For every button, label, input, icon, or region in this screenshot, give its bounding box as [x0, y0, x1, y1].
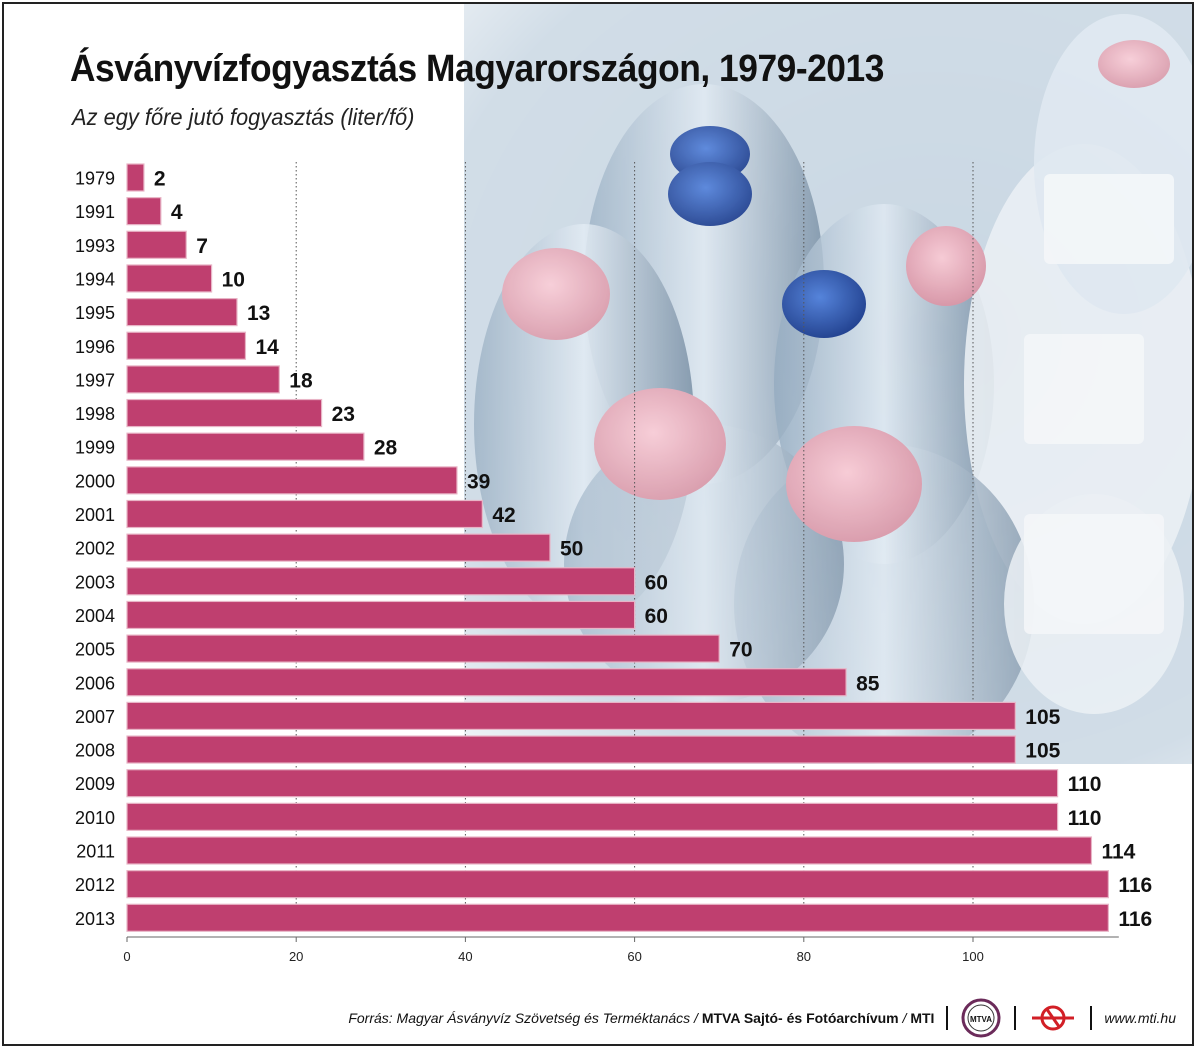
- source-mti: MTI: [910, 1010, 935, 1026]
- value-label: 23: [332, 403, 355, 426]
- chart-subtitle: Az egy főre jutó fogyasztás (liter/fő): [72, 104, 415, 130]
- y-tick-label: 1979: [75, 169, 115, 189]
- y-tick-label: 1998: [75, 404, 115, 424]
- y-tick-label: 1996: [75, 337, 115, 357]
- source-archive: MTVA Sajtó- és Fotóarchívum: [701, 1010, 899, 1026]
- value-label: 39: [467, 470, 490, 493]
- y-tick-label: 1991: [75, 202, 115, 222]
- value-label: 116: [1118, 874, 1152, 897]
- bar: [126, 432, 365, 461]
- value-label: 28: [374, 437, 398, 460]
- bar: [126, 499, 483, 529]
- y-tick-label: 2000: [75, 471, 115, 491]
- website-link[interactable]: www.mti.hu: [1104, 1010, 1176, 1026]
- mti-logo-icon: [1032, 1005, 1075, 1031]
- bar: [126, 567, 636, 596]
- source-credit: Forrás: Magyar Ásványvíz Szövetség és Te…: [348, 1010, 934, 1026]
- footer-separator: [1090, 1006, 1093, 1030]
- value-label: 110: [1068, 807, 1102, 830]
- y-tick-label: 2009: [75, 774, 115, 794]
- value-label: 105: [1025, 740, 1060, 763]
- y-tick-label: 2012: [75, 875, 115, 895]
- x-tick-label: 100: [962, 949, 984, 964]
- y-tick-label: 2004: [75, 606, 115, 626]
- bar: [126, 668, 847, 697]
- bar: [126, 634, 720, 663]
- y-tick-label: 2003: [75, 572, 115, 592]
- bar: [126, 701, 1016, 731]
- source-suffix: /: [902, 1010, 907, 1026]
- bar: [126, 331, 247, 360]
- y-tick-label: 2005: [75, 640, 115, 660]
- source-prefix: Forrás: Magyar Ásványvíz Szövetség és Te…: [348, 1010, 698, 1026]
- gridlines: [295, 162, 974, 934]
- bar: [126, 197, 162, 226]
- bar: [126, 903, 1109, 932]
- value-label: 13: [247, 302, 270, 325]
- bar: [126, 600, 636, 630]
- y-tick-label: 1994: [75, 269, 115, 289]
- y-tick-label: 1999: [75, 438, 115, 458]
- bar: [126, 365, 280, 394]
- bar: [126, 230, 187, 259]
- bar: [126, 298, 238, 327]
- y-tick-label: 2011: [76, 842, 115, 862]
- bar: [126, 836, 1093, 865]
- bar: [126, 163, 145, 192]
- value-label: 114: [1101, 841, 1135, 864]
- y-tick-label: 2002: [75, 539, 115, 559]
- value-label: 18: [289, 369, 313, 392]
- mtva-logo-text: MTVA: [970, 1015, 992, 1024]
- x-tick-label: 60: [627, 949, 641, 964]
- bars: [126, 163, 1109, 932]
- value-label: 70: [729, 639, 752, 662]
- bar: [126, 735, 1016, 764]
- value-label: 60: [645, 571, 668, 594]
- y-tick-label: 2010: [75, 808, 115, 828]
- bar: [126, 769, 1059, 798]
- x-tick-label: 40: [458, 949, 472, 964]
- y-tick-label: 1995: [75, 303, 115, 323]
- y-tick-label: 2001: [75, 505, 115, 525]
- y-tick-label: 2013: [75, 909, 115, 929]
- bar: [126, 466, 458, 495]
- bar-chart: 1979199119931994199519961997199819992000…: [75, 162, 1152, 964]
- bar: [126, 870, 1109, 899]
- value-label: 116: [1118, 908, 1152, 931]
- value-label: 85: [856, 672, 880, 695]
- value-label: 2: [154, 168, 166, 191]
- footer: Forrás: Magyar Ásványvíz Szövetség és Te…: [4, 992, 1192, 1044]
- value-label: 50: [560, 538, 583, 561]
- y-tick-label: 1997: [75, 370, 115, 390]
- bar: [126, 533, 551, 562]
- value-label: 4: [171, 201, 183, 224]
- x-axis: 0 20 40 60 80 100: [123, 936, 1119, 964]
- x-tick-label: 0: [123, 949, 130, 964]
- value-label: 7: [196, 235, 208, 258]
- chart-title: Ásványvízfogyasztás Magyarországon, 1979…: [70, 48, 884, 90]
- bar: [126, 802, 1059, 831]
- value-label: 110: [1068, 773, 1102, 796]
- footer-separator: [1014, 1006, 1017, 1030]
- y-axis-labels: 1979 1991 1993 1994 1995 1996 1997 1998 1999 2000…: [75, 169, 115, 929]
- x-tick-label: 80: [797, 949, 811, 964]
- footer-separator: [946, 1006, 949, 1030]
- bar: [126, 398, 323, 428]
- value-label: 105: [1025, 706, 1060, 729]
- y-tick-label: 2006: [75, 673, 115, 693]
- value-label: 42: [492, 504, 515, 527]
- mtva-logo-icon: MTVA: [961, 998, 1001, 1038]
- value-label: 10: [222, 268, 245, 291]
- y-tick-label: 2007: [75, 707, 115, 727]
- value-label: 14: [255, 336, 279, 359]
- y-tick-label: 2008: [75, 741, 115, 761]
- y-tick-label: 1993: [75, 236, 115, 256]
- x-tick-label: 20: [289, 949, 303, 964]
- value-label: 60: [645, 605, 668, 628]
- bar: [126, 264, 213, 293]
